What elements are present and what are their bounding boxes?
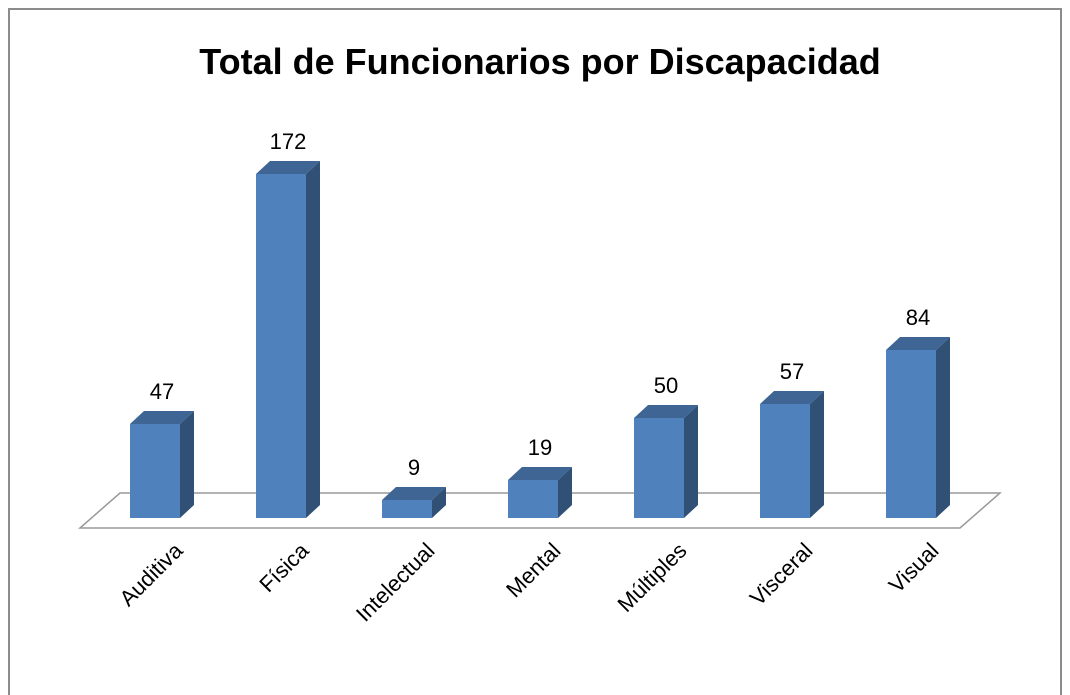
bar	[256, 161, 320, 518]
bar-front	[130, 424, 180, 518]
bar-side	[180, 411, 194, 518]
bar-front	[886, 350, 936, 518]
value-label: 172	[270, 129, 307, 154]
value-label: 84	[906, 305, 930, 330]
bar-front	[634, 418, 684, 518]
bar-side	[306, 161, 320, 518]
value-label: 9	[408, 455, 420, 480]
bar-front	[256, 174, 306, 518]
value-label: 47	[150, 379, 174, 404]
bar	[886, 337, 950, 518]
bar-front	[382, 500, 432, 518]
chart-title: Total de Funcionarios por Discapacidad	[199, 41, 880, 82]
bar-top	[634, 405, 698, 418]
bar-front	[508, 480, 558, 518]
value-label: 57	[780, 359, 804, 384]
value-label: 19	[528, 435, 552, 460]
bar	[508, 467, 572, 518]
bar	[634, 405, 698, 518]
bar-side	[684, 405, 698, 518]
chart-frame	[8, 8, 1062, 695]
bar	[130, 411, 194, 518]
bar-top	[508, 467, 572, 480]
bar-top	[256, 161, 320, 174]
bar-top	[760, 391, 824, 404]
value-label: 50	[654, 373, 678, 398]
bar-top	[886, 337, 950, 350]
bar	[760, 391, 824, 518]
bar-front	[760, 404, 810, 518]
bars	[130, 161, 950, 518]
bar-side	[558, 467, 572, 518]
bar	[382, 487, 446, 518]
bar-top	[130, 411, 194, 424]
bar-top	[382, 487, 446, 500]
bar-side	[936, 337, 950, 518]
bar-side	[432, 487, 446, 518]
bar-side	[810, 391, 824, 518]
